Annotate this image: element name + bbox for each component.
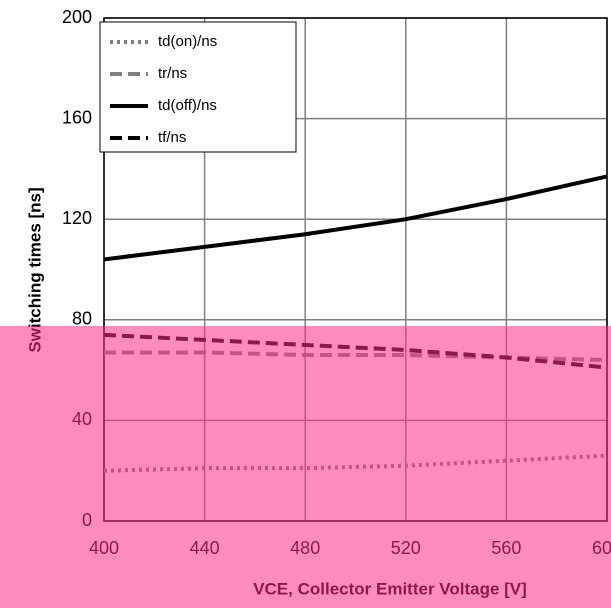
- legend-label: tr/ns: [158, 65, 187, 82]
- x-tick-label: 560: [491, 538, 521, 558]
- x-tick-label: 600: [592, 538, 611, 558]
- y-tick-label: 0: [82, 510, 92, 530]
- x-tick-label: 480: [290, 538, 320, 558]
- line-series: [103, 174, 608, 262]
- x-axis-label: VCE, Collector Emitter Voltage [V]: [253, 579, 527, 598]
- x-tick-label: 440: [190, 538, 220, 558]
- y-tick-label: 160: [62, 107, 92, 127]
- y-tick-label: 80: [72, 309, 92, 329]
- y-tick-label: 200: [62, 7, 92, 27]
- x-tick-label: 520: [391, 538, 421, 558]
- legend-label: td(off)/ns: [158, 97, 217, 114]
- y-tick-label: 120: [62, 208, 92, 228]
- legend-label: tf/ns: [158, 129, 186, 146]
- line-series: [104, 350, 608, 363]
- line-series: [103, 453, 608, 473]
- legend-box: [99, 21, 297, 153]
- legend-label: td(on)/ns: [158, 33, 217, 50]
- y-axis-label: Switching times [ns]: [25, 187, 44, 352]
- y-tick-label: 40: [72, 409, 92, 429]
- x-tick-label: 400: [89, 538, 119, 558]
